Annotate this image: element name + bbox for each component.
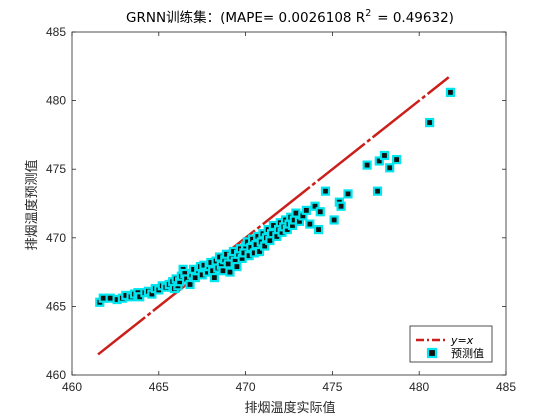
chart-title-tail: = 0.49632) bbox=[377, 10, 454, 26]
data-point bbox=[305, 219, 315, 229]
data-point bbox=[232, 262, 242, 272]
data-point bbox=[185, 279, 195, 290]
legend: y=x 预测值 bbox=[409, 325, 493, 363]
data-point bbox=[260, 241, 270, 251]
axes-layer: 460 465 470 475 480 485 460 465 470 475 480 485 bbox=[46, 25, 516, 394]
data-point bbox=[385, 163, 395, 173]
legend-label-reference: y=x bbox=[450, 334, 474, 347]
x-tick-label: 470 bbox=[236, 380, 256, 394]
data-point bbox=[343, 189, 353, 199]
x-tick-label: 485 bbox=[496, 380, 516, 394]
y-axis-label: 排烟温度预测值 bbox=[24, 159, 40, 250]
y-tick-label: 480 bbox=[46, 94, 66, 108]
y-tick-label: 475 bbox=[46, 162, 66, 176]
x-tick-label: 465 bbox=[149, 380, 169, 394]
axes-box bbox=[71, 31, 507, 376]
data-point bbox=[254, 246, 265, 257]
data-point bbox=[425, 117, 435, 128]
chart-title-main: GRNN训练集：(MAPE= 0.0026108 R bbox=[126, 10, 365, 26]
legend-box bbox=[409, 325, 493, 363]
data-point bbox=[315, 207, 325, 217]
data-point bbox=[392, 154, 402, 165]
data-point bbox=[379, 150, 390, 161]
y-tick-label: 465 bbox=[46, 299, 66, 313]
data-point bbox=[209, 272, 219, 283]
data-point bbox=[320, 186, 331, 196]
y-tick-label: 485 bbox=[46, 25, 66, 39]
data-point bbox=[374, 156, 384, 166]
legend-label-series: 预测值 bbox=[451, 347, 484, 360]
data-point bbox=[310, 201, 320, 211]
legend-marker-swatch bbox=[426, 347, 438, 359]
data-point bbox=[329, 215, 339, 225]
data-point bbox=[301, 205, 311, 215]
y-tick-label: 460 bbox=[46, 368, 66, 382]
scatter-points-layer bbox=[95, 87, 456, 307]
x-tick-label: 480 bbox=[409, 380, 429, 394]
data-point bbox=[313, 224, 324, 235]
x-tick-label: 460 bbox=[62, 380, 82, 394]
y-tick-label: 470 bbox=[46, 231, 66, 245]
reference-line-y-equals-x bbox=[97, 76, 450, 356]
data-point bbox=[372, 186, 383, 196]
data-point bbox=[225, 267, 235, 277]
data-point bbox=[362, 160, 372, 170]
reference-line-layer bbox=[97, 76, 450, 356]
chart-title: GRNN训练集：(MAPE= 0.0026108 R2 = 0.49632) bbox=[126, 8, 454, 26]
x-axis-label: 排烟温度实际值 bbox=[244, 400, 335, 416]
chart-title-superscript: 2 bbox=[365, 8, 371, 19]
data-point bbox=[445, 87, 456, 97]
data-point bbox=[336, 201, 346, 211]
x-tick-label: 475 bbox=[322, 380, 342, 394]
